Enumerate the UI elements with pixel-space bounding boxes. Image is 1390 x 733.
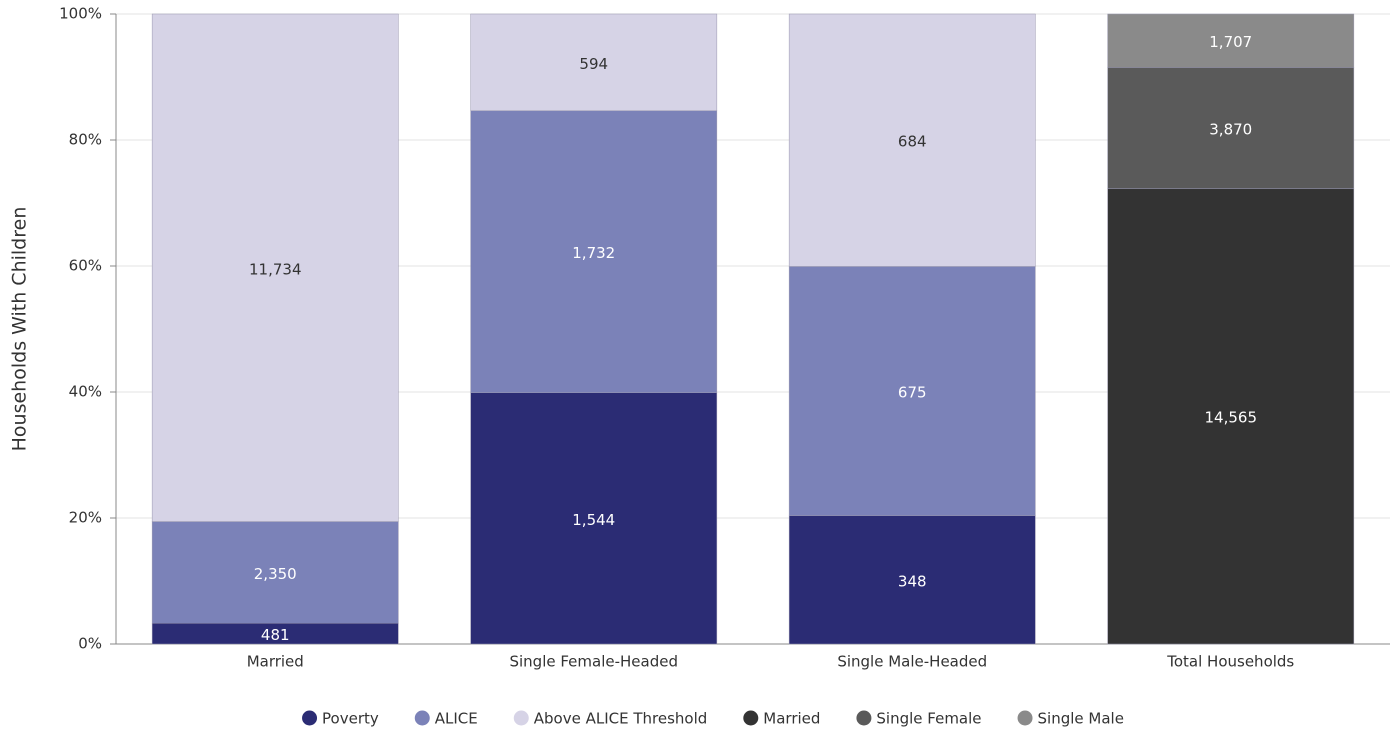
data-label: 2,350	[254, 565, 297, 583]
legend-label: Single Male	[1038, 710, 1124, 728]
bar-segment	[470, 110, 718, 393]
bar-segment	[788, 13, 1036, 267]
y-tick-label: 60%	[69, 257, 102, 275]
legend-marker	[743, 710, 759, 726]
bar-segment	[1107, 67, 1355, 189]
data-label: 481	[261, 626, 290, 644]
y-tick-label: 0%	[78, 635, 102, 653]
x-tick-label: Single Male-Headed	[837, 653, 987, 671]
legend-label: ALICE	[435, 710, 478, 728]
data-label: 348	[898, 572, 927, 590]
data-label: 1,544	[572, 511, 615, 529]
data-label: 675	[898, 384, 927, 402]
y-tick-label: 40%	[69, 383, 102, 401]
x-tick-label: Married	[247, 653, 304, 671]
bar-segment	[788, 515, 1036, 645]
data-label: 11,734	[249, 260, 302, 278]
bar-segment	[151, 521, 399, 624]
bar-segment	[1107, 188, 1355, 645]
legend-marker	[513, 710, 529, 726]
bar-segment	[1107, 13, 1355, 68]
legend-marker	[414, 710, 430, 726]
y-tick-label: 80%	[69, 131, 102, 149]
legend-marker	[1017, 710, 1033, 726]
y-tick-label: 100%	[59, 5, 102, 23]
data-label: 1,732	[572, 244, 615, 262]
bar-segment	[470, 13, 718, 111]
legend-marker	[302, 710, 318, 726]
legend-label: Married	[763, 710, 820, 728]
data-label: 3,870	[1209, 120, 1252, 138]
data-label: 14,565	[1205, 409, 1258, 427]
legend-label: Above ALICE Threshold	[534, 710, 708, 728]
y-tick-label: 20%	[69, 509, 102, 527]
data-label: 594	[579, 55, 608, 73]
legend-label: Single Female	[876, 710, 981, 728]
bar-segment	[470, 392, 718, 645]
legend-marker	[856, 710, 872, 726]
data-label: 684	[898, 133, 927, 151]
legend-label: Poverty	[322, 710, 379, 728]
y-axis-title: Households With Children	[9, 207, 31, 452]
bar-segment	[151, 13, 399, 522]
x-tick-label: Single Female-Headed	[509, 653, 678, 671]
data-label: 1,707	[1209, 33, 1252, 51]
x-tick-label: Total Households	[1166, 653, 1294, 671]
